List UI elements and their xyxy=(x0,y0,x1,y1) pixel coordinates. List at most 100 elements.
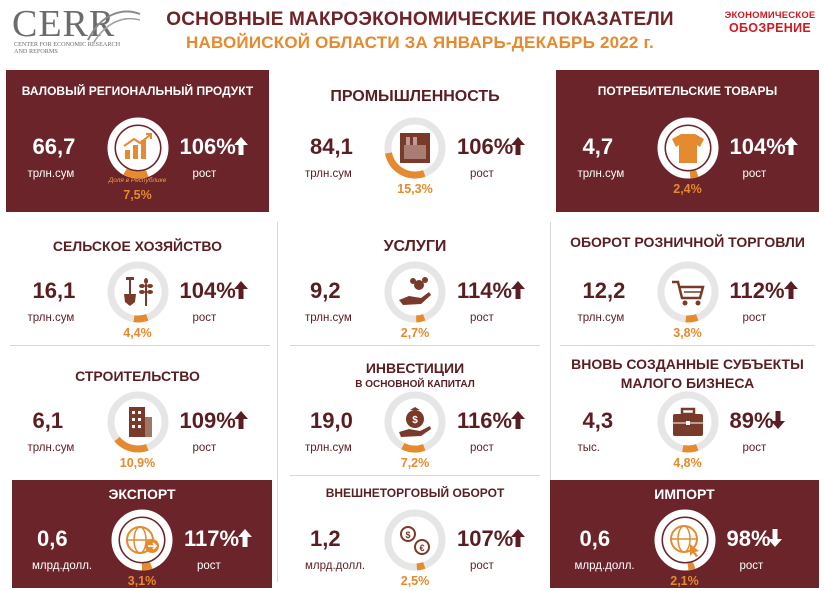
brand-line1: ЭКОНОМИЧЕСКОЕ xyxy=(724,10,816,21)
factory-icon xyxy=(400,133,430,163)
share-value: 2,1% xyxy=(670,574,699,588)
indicator-card-services: УСЛУГИ 9,2 трлн.сум 114% рост 2,7% xyxy=(285,222,545,340)
share-value: 15,3% xyxy=(397,182,433,196)
arrow-up-icon xyxy=(511,281,525,299)
indicator-value: 0,6 xyxy=(37,526,68,551)
share-ring xyxy=(106,116,170,180)
indicator-value: 6,1 xyxy=(32,408,64,433)
arrow-up-icon xyxy=(233,281,248,299)
indicator-value: 0,6 xyxy=(579,526,611,551)
growth-value: 98% xyxy=(726,526,771,551)
indicator-unit: трлн.сум xyxy=(305,442,352,454)
indicator-unit: тыс. xyxy=(577,442,600,454)
card-title: ИНВЕСТИЦИИ xyxy=(365,360,465,376)
card-title: ЭКСПОРТ xyxy=(108,486,176,502)
growth-value: 117% xyxy=(184,526,240,551)
growth-value: 112% xyxy=(729,278,785,303)
indicator-value: 12,2 xyxy=(582,278,626,303)
header: CERR Center for Economic Research and Re… xyxy=(0,0,825,62)
share-note: Доля в Республике xyxy=(108,177,167,184)
growth-value: 104% xyxy=(729,134,786,159)
divider xyxy=(10,345,270,346)
share-ring xyxy=(656,260,720,324)
shovel-wheat-icon xyxy=(123,277,153,306)
share-ring xyxy=(106,260,170,324)
share-ring xyxy=(656,390,720,454)
card-title: ВНОВЬ СОЗДАННЫЕ СУБЪЕКТЫ xyxy=(571,356,804,372)
indicator-unit: трлн.сум xyxy=(577,312,625,324)
share-ring xyxy=(656,116,720,180)
cart-icon xyxy=(671,280,705,306)
arrow-up-icon xyxy=(233,137,248,155)
indicator-card-export: ЭКСПОРТ 0,6 млрд.долл. 117% рост 3,1% xyxy=(12,480,272,588)
arrow-down-icon xyxy=(768,529,782,547)
growth-label: рост xyxy=(470,312,494,324)
indicator-value: 9,2 xyxy=(310,278,341,303)
indicator-unit: трлн.сум xyxy=(27,168,75,180)
indicator-card-smallbiz: ВНОВЬ СОЗДАННЫЕ СУБЪЕКТЫ МАЛОГО БИЗНЕСА 4… xyxy=(556,352,819,470)
indicator-value: 4,7 xyxy=(582,134,614,159)
growth-label: рост xyxy=(192,312,217,324)
growth-value: 114% xyxy=(457,278,513,303)
share-ring: $ € xyxy=(383,508,447,572)
svg-text:€: € xyxy=(419,543,424,553)
share-value: 4,8% xyxy=(673,456,702,470)
share-ring xyxy=(110,508,174,572)
growth-value: 107% xyxy=(457,526,514,551)
logo-swoosh-icon xyxy=(87,10,141,43)
arrow-up-icon xyxy=(783,281,798,299)
arrow-up-icon xyxy=(783,137,798,155)
card-title: ПРОМЫШЛЕННОСТЬ xyxy=(330,88,500,105)
growth-label: рост xyxy=(742,312,767,324)
card-subtitle: МАЛОГО БИЗНЕСА xyxy=(620,375,755,391)
growth-label: рост xyxy=(470,560,494,572)
growth-value: 104% xyxy=(179,278,236,303)
growth-value: 116% xyxy=(457,408,513,433)
indicator-unit: млрд.долл. xyxy=(32,560,93,572)
indicator-value: 16,1 xyxy=(32,278,76,303)
indicator-card-consumer: ПОТРЕБИТЕЛЬСКИЕ ТОВАРЫ 4,7 трлн.сум 104% ро… xyxy=(556,70,819,212)
money-bag-hand-icon: $ xyxy=(399,407,431,437)
indicator-card-retail: ОБОРОТ РОЗНИЧНОЙ ТОРГОВЛИ 12,2 трлн.сум 11… xyxy=(556,222,819,340)
indicator-value: 1,2 xyxy=(310,526,341,551)
divider xyxy=(550,222,551,582)
divider xyxy=(560,345,815,346)
page-title: ОСНОВНЫЕ МАКРОЭКОНОМИЧЕСКИЕ ПОКАЗАТЕЛИ xyxy=(166,9,674,30)
arrow-up-icon xyxy=(511,411,525,429)
growth-label: рост xyxy=(197,560,221,572)
divider xyxy=(277,222,278,582)
card-title: СТРОИТЕЛЬСТВО xyxy=(75,368,200,384)
indicator-card-agri: СЕЛЬСКОЕ ХОЗЯЙСТВО 16,1 трлн.сум 104% рост 4… xyxy=(6,222,269,340)
card-title: ПОТРЕБИТЕЛЬСКИЕ ТОВАРЫ xyxy=(597,84,778,98)
growth-label: рост xyxy=(742,168,767,180)
card-title: УСЛУГИ xyxy=(383,238,447,255)
growth-value: 106% xyxy=(457,134,514,159)
indicator-card-import: ИМПОРТ 0,6 млрд.долл. 98% рост 2,1% xyxy=(550,480,819,588)
arrow-down-icon xyxy=(771,411,785,429)
indicator-card-construction: СТРОИТЕЛЬСТВО 6,1 трлн.сум 109% рост 10,9% xyxy=(6,352,269,470)
growth-label: рост xyxy=(192,442,217,454)
indicator-unit: млрд.долл. xyxy=(574,560,635,572)
arrow-up-icon xyxy=(233,411,248,429)
svg-text:$: $ xyxy=(405,530,410,540)
indicator-value: 19,0 xyxy=(310,408,353,433)
share-value: 2,4% xyxy=(673,182,702,196)
growth-label: рост xyxy=(192,168,217,180)
indicator-unit: млрд.долл. xyxy=(305,560,366,572)
card-title: СЕЛЬСКОЕ ХОЗЯЙСТВО xyxy=(52,238,223,254)
growth-label: рост xyxy=(739,560,764,572)
indicator-card-grp: ВАЛОВЫЙ РЕГИОНАЛЬНЫЙ ПРОДУКТ 66,7 трлн.су… xyxy=(6,70,269,212)
indicator-value: 84,1 xyxy=(310,134,353,159)
indicator-card-industry: ПРОМЫШЛЕННОСТЬ 84,1 трлн.сум 106% рост 15,3% xyxy=(285,70,545,212)
card-title: ВНЕШНЕТОРГОВЫЙ ОБОРОТ xyxy=(325,486,505,500)
logo-subtitle: Center for Economic Research and Reforms xyxy=(14,41,121,55)
share-value: 3,1% xyxy=(127,574,157,588)
growth-value: 89% xyxy=(729,408,774,433)
indicator-unit: трлн.сум xyxy=(577,168,625,180)
globe-arrow-icon xyxy=(126,526,159,554)
card-subtitle: В ОСНОВНОЙ КАПИТАЛ xyxy=(355,379,475,390)
share-value: 2,5% xyxy=(400,574,430,588)
share-ring xyxy=(106,390,170,454)
indicator-unit: трлн.сум xyxy=(27,442,75,454)
arrow-up-icon xyxy=(511,529,525,547)
